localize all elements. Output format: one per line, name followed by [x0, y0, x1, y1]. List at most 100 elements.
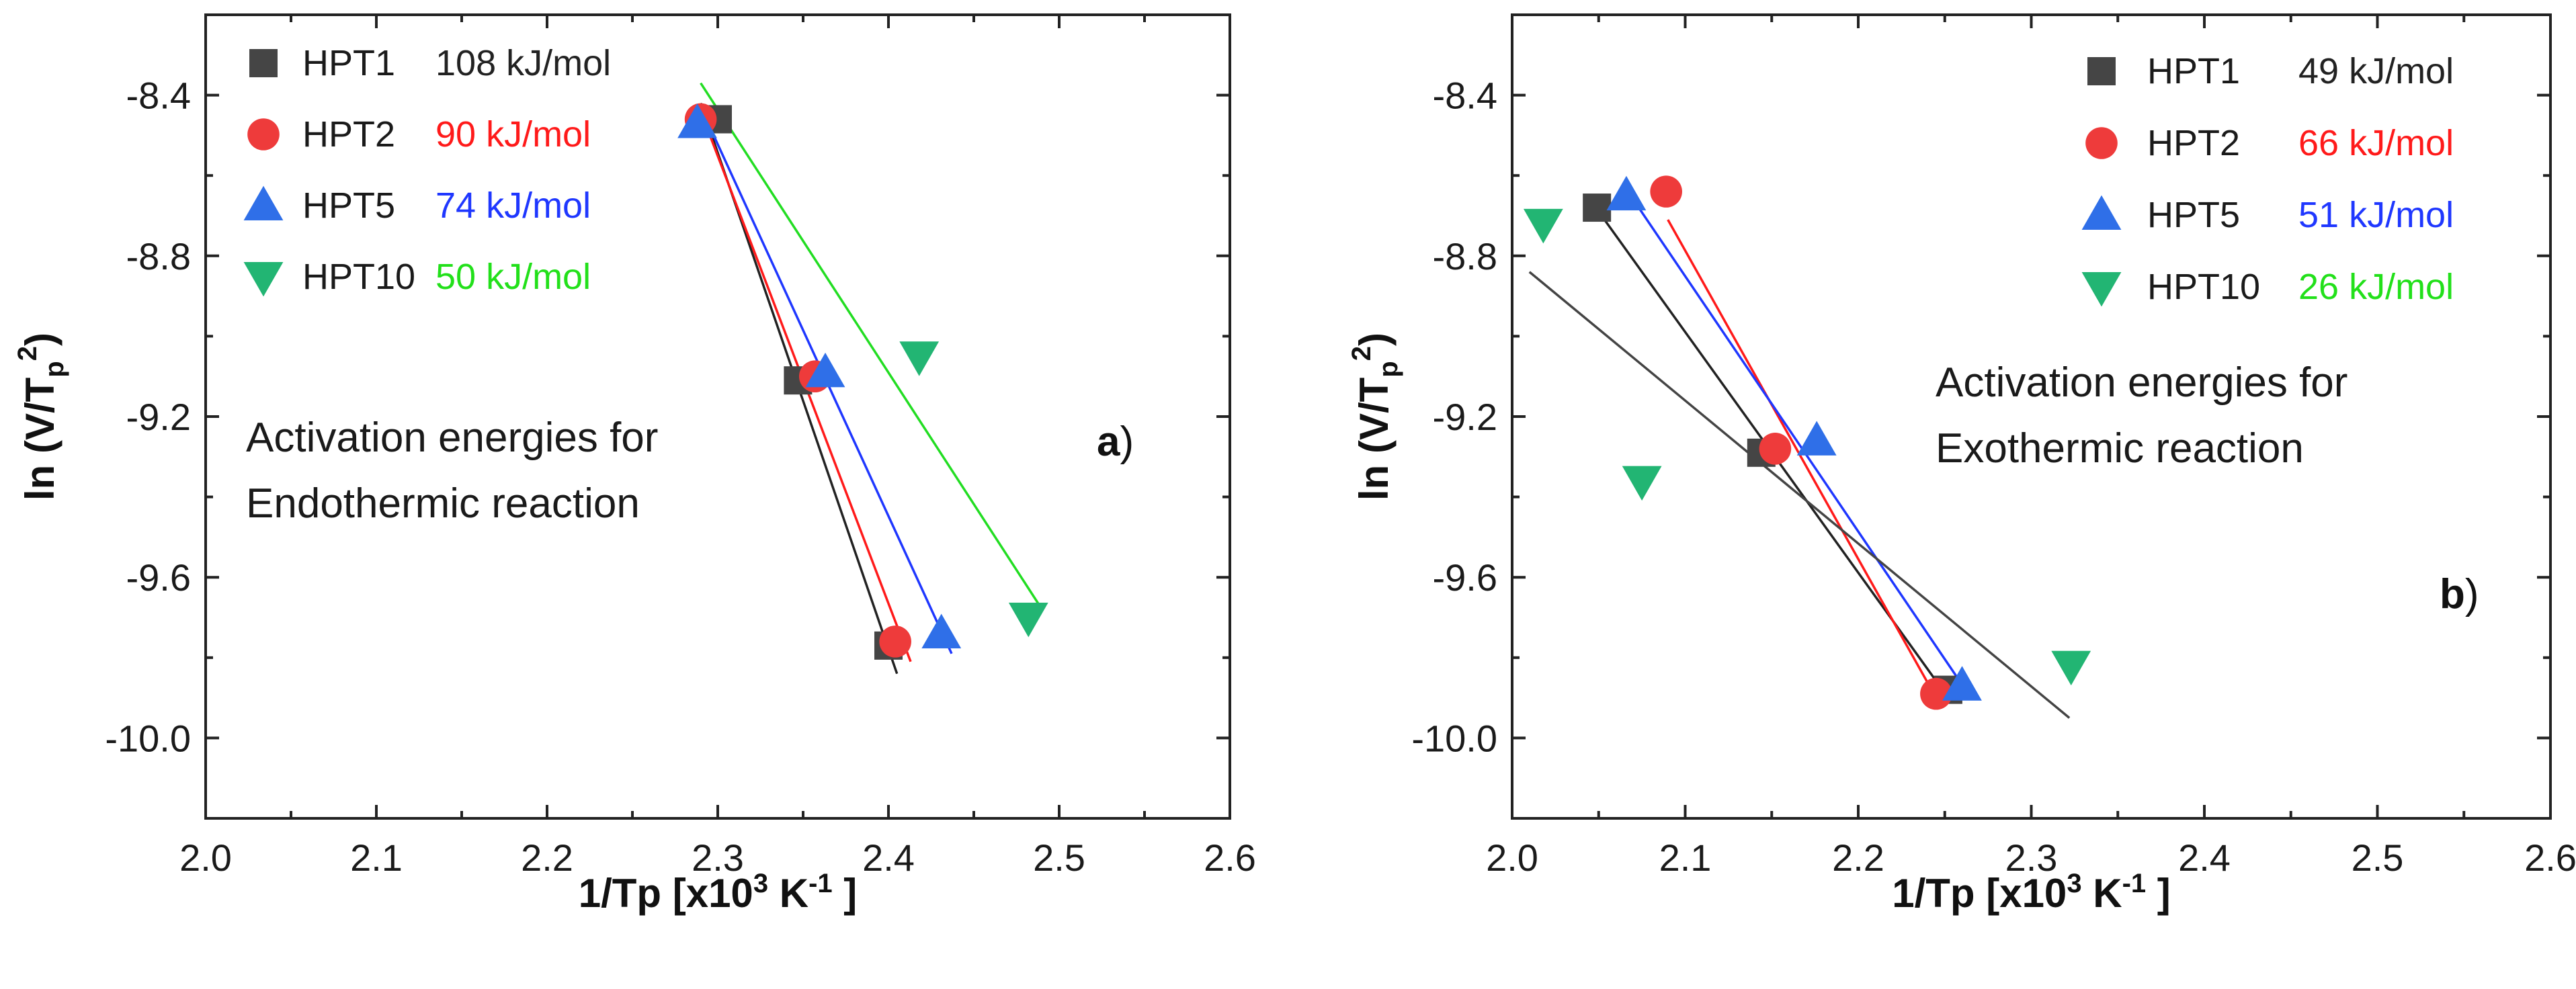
fit-line-hpt5	[1632, 199, 1967, 691]
data-point-hpt5	[805, 352, 845, 388]
annotation-line: Exothermic reaction	[1936, 425, 2304, 472]
panel-label: b)	[2440, 571, 2479, 617]
legend-energy: 51 kJ/mol	[2298, 195, 2454, 235]
legend-marker-hpt2	[247, 118, 280, 150]
legend-item: HPT10 50 kJ/mol	[243, 257, 591, 297]
data-point-hpt1	[1583, 194, 1612, 222]
y-axis-title-end: )	[17, 333, 63, 346]
legend-energy: 74 kJ/mol	[435, 185, 591, 226]
x-axis-title-superscript: -1	[2122, 869, 2147, 898]
legend-marker-hpt10	[2081, 271, 2122, 307]
fit-line-hpt2	[1667, 219, 1938, 699]
legend-item: HPT2 66 kJ/mol	[2085, 123, 2454, 163]
x-axis-title: 1/Tp [x103 K-1 ]	[1892, 869, 2171, 916]
panel-label: a)	[1097, 419, 1134, 465]
x-tick-label: 2.4	[2178, 836, 2231, 879]
data-point-hpt5	[677, 103, 717, 138]
legend-marker-hpt5	[243, 185, 284, 221]
y-tick-label: -10.0	[1411, 717, 1497, 759]
legend-energy: 66 kJ/mol	[2298, 123, 2454, 163]
data-point-hpt5	[1606, 175, 1647, 211]
panel-label-letter: b	[2440, 571, 2465, 617]
x-tick-label: 2.0	[179, 836, 232, 879]
panel-label-paren: )	[2465, 571, 2479, 617]
data-point-hpt5	[1942, 666, 1982, 701]
x-axis-title-superscript: -1	[808, 869, 833, 898]
legend-energy: 26 kJ/mol	[2298, 267, 2454, 307]
y-axis-title: ln (V/Tp2)	[1347, 333, 1403, 501]
panel-a: 2.0 2.1 2.2 2.3 2.4 2.5 2.6 -8.4 -8.8 -9.2 -9.6 -10…	[13, 13, 1256, 916]
x-tick-label: 2.5	[1033, 836, 1085, 879]
y-axis-title-main: ln (V/T	[1352, 378, 1397, 501]
data-point-hpt10	[1008, 602, 1048, 638]
x-tick-label: 2.0	[1486, 836, 1538, 879]
legend-energy: 49 kJ/mol	[2298, 51, 2454, 91]
legend-marker-hpt1	[2087, 57, 2116, 85]
legend-label: HPT5	[2147, 195, 2240, 235]
panel-label-paren: )	[1120, 419, 1134, 465]
y-axis-title-superscript: 2	[13, 346, 42, 361]
data-point-hpt2	[879, 626, 911, 658]
legend-marker-hpt2	[2085, 127, 2118, 159]
y-tick-label: -9.2	[1433, 396, 1498, 438]
legend-label: HPT1	[2147, 51, 2240, 91]
legend-item: HPT10 26 kJ/mol	[2081, 267, 2454, 307]
y-tick-label: -10.0	[105, 717, 191, 759]
panel-b: 2.0 2.1 2.2 2.3 2.4 2.5 2.6 -8.4 -8.8 -9.2 -9.6 -10…	[1347, 13, 2576, 916]
legend-item: HPT5 51 kJ/mol	[2081, 195, 2454, 235]
legend-label: HPT10	[302, 257, 415, 297]
x-axis-title-superscript: 3	[2067, 869, 2081, 898]
fit-line-hpt10	[1528, 271, 2071, 719]
legend-marker-hpt5	[2081, 195, 2122, 230]
legend-label: HPT5	[302, 185, 395, 226]
data-point-hpt10	[1523, 208, 1563, 244]
data-point-hpt5	[1796, 421, 1837, 456]
data-point-hpt10	[899, 341, 940, 376]
panel-label-letter: a	[1097, 419, 1120, 465]
x-tick-label: 2.2	[521, 836, 573, 879]
data-point-hpt5	[921, 613, 962, 648]
x-tick-label: 2.1	[350, 836, 403, 879]
data-point-hpt2	[1920, 677, 1952, 710]
annotation-line: Activation energies for	[246, 415, 658, 461]
x-axis-title-main: 1/Tp [x10	[1892, 871, 2067, 916]
x-axis-title-end: ]	[833, 871, 858, 916]
y-axis-title-superscript: 2	[1347, 346, 1376, 361]
legend-marker-hpt10	[243, 261, 284, 297]
annotation-line: Activation energies for	[1936, 359, 2348, 406]
y-tick-label: -9.2	[126, 396, 192, 438]
y-tick-label: -8.8	[126, 235, 192, 277]
legend-item: HPT1 108 kJ/mol	[249, 43, 611, 83]
y-tick-label: -8.4	[126, 75, 192, 117]
x-axis-title-end: ]	[2146, 871, 2171, 916]
legend: HPT1 108 kJ/mol HPT2 90 kJ/mol HPT5 74 kJ/mol…	[243, 43, 611, 297]
legend-label: HPT2	[302, 114, 395, 155]
y-tick-label: -8.4	[1433, 75, 1498, 117]
legend-item: HPT1 49 kJ/mol	[2087, 51, 2454, 91]
x-axis-title-superscript: 3	[753, 869, 768, 898]
x-axis-title-unit: K	[2082, 871, 2122, 916]
legend-label: HPT2	[2147, 123, 2240, 163]
x-axis-title: 1/Tp [x103 K-1 ]	[579, 869, 858, 916]
x-tick-label: 2.6	[2524, 836, 2576, 879]
x-axis-title-main: 1/Tp [x10	[579, 871, 753, 916]
legend-item: HPT2 90 kJ/mol	[247, 114, 591, 155]
x-tick-label: 2.3	[692, 836, 744, 879]
data-point-hpt2	[1650, 175, 1682, 208]
x-tick-label: 2.1	[1659, 836, 1712, 879]
legend-label: HPT1	[302, 43, 395, 83]
y-tick-label: -9.6	[1433, 556, 1498, 599]
data-point-hpt10	[2051, 650, 2091, 686]
legend-marker-hpt1	[249, 49, 278, 77]
y-axis-title-subscript: p	[40, 361, 69, 377]
legend-energy: 90 kJ/mol	[435, 114, 591, 155]
y-axis-title-subscript: p	[1374, 361, 1403, 377]
x-tick-label: 2.3	[2005, 836, 2058, 879]
x-tick-label: 2.5	[2352, 836, 2404, 879]
annotation-line: Endothermic reaction	[246, 480, 640, 527]
x-tick-label: 2.2	[1832, 836, 1884, 879]
legend-item: HPT5 74 kJ/mol	[243, 185, 591, 226]
data-point-hpt10	[1622, 466, 1662, 501]
